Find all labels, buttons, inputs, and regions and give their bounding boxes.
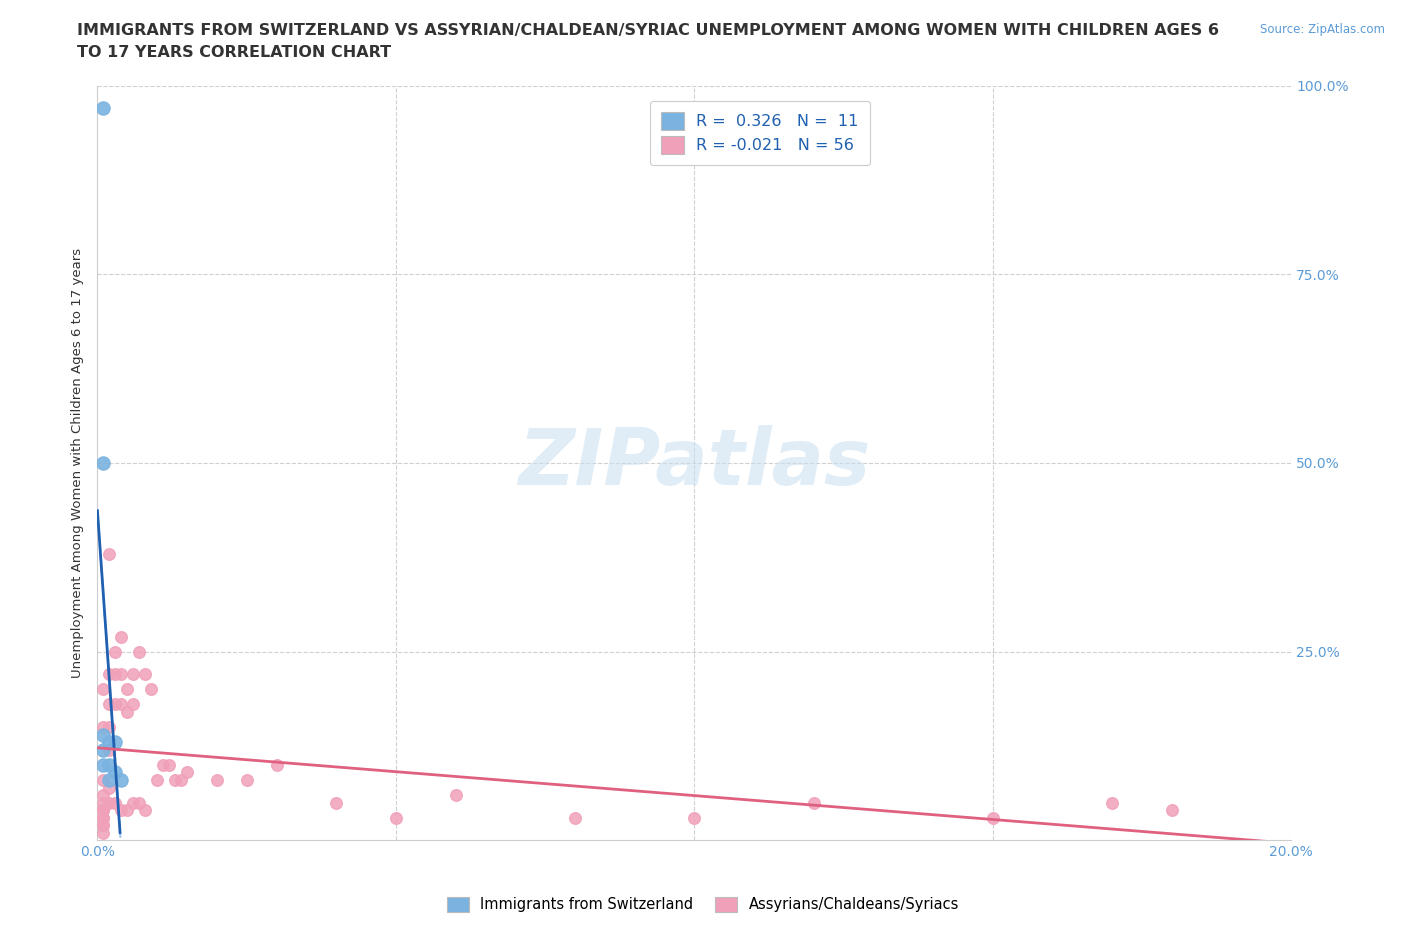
Point	[98, 546, 121, 561]
Point	[117, 682, 139, 697]
Point	[128, 644, 150, 659]
Point	[104, 644, 127, 659]
Point	[93, 742, 115, 757]
Point	[235, 773, 257, 788]
Point	[98, 735, 121, 750]
Point	[93, 810, 115, 825]
Point	[98, 795, 121, 810]
Point	[117, 705, 139, 720]
Point	[122, 795, 145, 810]
Point	[98, 780, 121, 795]
Text: IMMIGRANTS FROM SWITZERLAND VS ASSYRIAN/CHALDEAN/SYRIAC UNEMPLOYMENT AMONG WOMEN: IMMIGRANTS FROM SWITZERLAND VS ASSYRIAN/…	[77, 23, 1219, 38]
Point	[981, 810, 1004, 825]
Point	[146, 773, 169, 788]
Point	[157, 757, 180, 772]
Point	[104, 735, 127, 750]
Point	[1161, 803, 1184, 817]
Text: ZIPatlas: ZIPatlas	[519, 425, 870, 501]
Point	[134, 803, 156, 817]
Point	[325, 795, 347, 810]
Point	[104, 765, 127, 780]
Point	[93, 795, 115, 810]
Point	[266, 757, 288, 772]
Point	[152, 757, 174, 772]
Point	[93, 720, 115, 735]
Point	[98, 667, 121, 682]
Point	[93, 682, 115, 697]
Legend: R =  0.326   N =  11, R = -0.021   N = 56: R = 0.326 N = 11, R = -0.021 N = 56	[650, 101, 870, 165]
Text: TO 17 YEARS CORRELATION CHART: TO 17 YEARS CORRELATION CHART	[77, 45, 391, 60]
Legend: Immigrants from Switzerland, Assyrians/Chaldeans/Syriacs: Immigrants from Switzerland, Assyrians/C…	[441, 891, 965, 918]
Point	[93, 803, 115, 817]
Point	[110, 698, 132, 712]
Point	[93, 100, 115, 115]
Point	[110, 667, 132, 682]
Point	[205, 773, 228, 788]
Point	[122, 698, 145, 712]
Point	[93, 773, 115, 788]
Point	[110, 629, 132, 644]
Point	[170, 773, 193, 788]
Point	[128, 795, 150, 810]
Point	[104, 698, 127, 712]
Point	[93, 803, 115, 817]
Point	[1101, 795, 1123, 810]
Point	[110, 773, 132, 788]
Point	[93, 788, 115, 803]
Point	[98, 742, 121, 757]
Point	[93, 825, 115, 840]
Point	[93, 817, 115, 832]
Point	[98, 773, 121, 788]
Point	[104, 795, 127, 810]
Point	[122, 667, 145, 682]
Point	[98, 698, 121, 712]
Point	[385, 810, 408, 825]
Point	[93, 456, 115, 471]
Point	[134, 667, 156, 682]
Point	[104, 667, 127, 682]
Point	[564, 810, 586, 825]
Point	[93, 810, 115, 825]
Point	[444, 788, 467, 803]
Point	[110, 803, 132, 817]
Point	[176, 765, 198, 780]
Text: Source: ZipAtlas.com: Source: ZipAtlas.com	[1260, 23, 1385, 36]
Point	[117, 803, 139, 817]
Point	[141, 682, 163, 697]
Point	[93, 817, 115, 832]
Point	[163, 773, 186, 788]
Point	[803, 795, 825, 810]
Point	[93, 727, 115, 742]
Point	[98, 720, 121, 735]
Point	[683, 810, 706, 825]
Point	[98, 757, 121, 772]
Point	[93, 757, 115, 772]
Y-axis label: Unemployment Among Women with Children Ages 6 to 17 years: Unemployment Among Women with Children A…	[72, 248, 84, 678]
